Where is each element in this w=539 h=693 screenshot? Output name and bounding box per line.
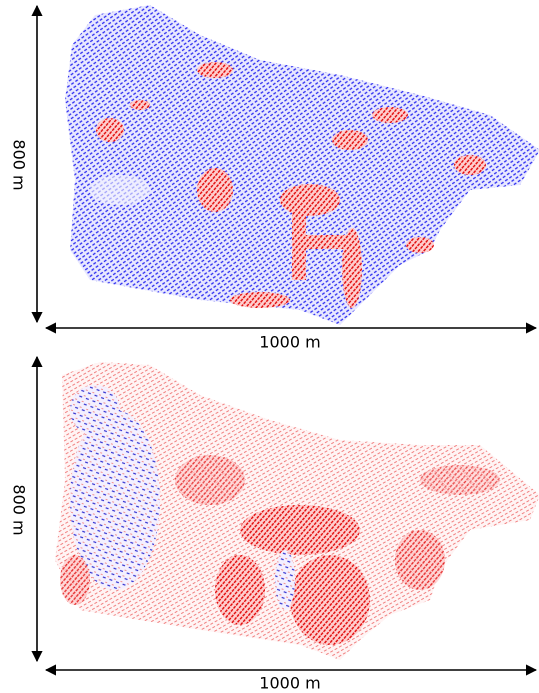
- bottom-point-cloud: [55, 362, 539, 660]
- width-label: 1000 m: [259, 333, 320, 352]
- height-label: 800 m: [10, 139, 29, 190]
- height-label: 800 m: [10, 484, 29, 535]
- width-label: 1000 m: [259, 674, 320, 693]
- top-point-cloud: [65, 5, 539, 325]
